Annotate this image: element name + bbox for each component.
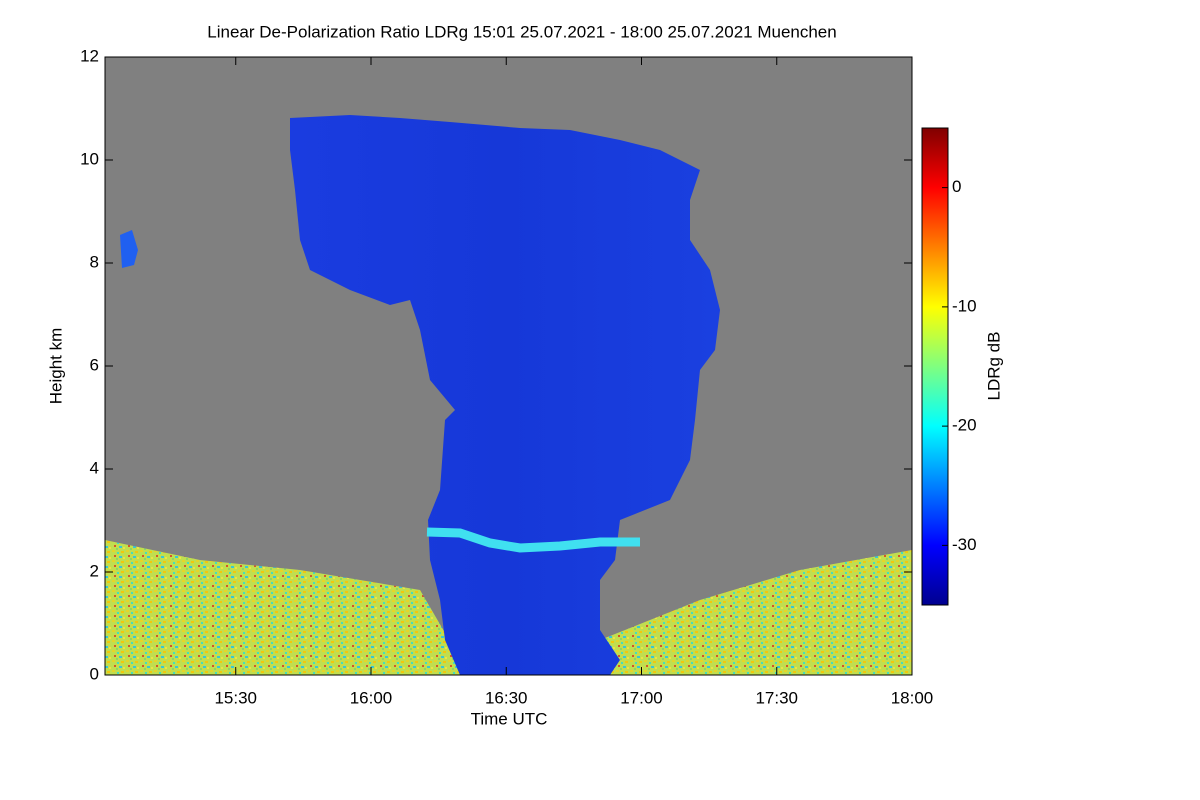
y-axis-label: Height km bbox=[46, 328, 65, 405]
colorbar-label: LDRg dB bbox=[984, 332, 1003, 401]
colorbar-tick-label: -20 bbox=[952, 416, 977, 435]
x-tick-label: 17:30 bbox=[755, 688, 798, 707]
colorbar-tick-label: 0 bbox=[952, 177, 961, 196]
x-axis-label: Time UTC bbox=[471, 709, 548, 728]
chart-title: Linear De-Polarization Ratio LDRg 15:01 … bbox=[207, 22, 836, 41]
x-tick-label: 15:30 bbox=[214, 688, 257, 707]
y-tick-label: 12 bbox=[80, 46, 99, 65]
colorbar bbox=[921, 127, 949, 606]
y-tick-label: 10 bbox=[80, 149, 99, 168]
plot-image bbox=[105, 57, 912, 675]
y-tick-label: 6 bbox=[90, 355, 99, 374]
y-tick-label: 4 bbox=[90, 458, 99, 477]
y-tick-label: 2 bbox=[90, 561, 99, 580]
colorbar-tick-label: -30 bbox=[952, 535, 977, 554]
x-tick-label: 18:00 bbox=[891, 688, 934, 707]
x-tick-label: 16:30 bbox=[485, 688, 528, 707]
y-tick-label: 8 bbox=[90, 252, 99, 271]
y-tick-label: 0 bbox=[90, 664, 99, 683]
x-tick-label: 17:00 bbox=[620, 688, 663, 707]
colorbar-tick-label: -10 bbox=[952, 296, 977, 315]
x-tick-label: 16:00 bbox=[350, 688, 393, 707]
